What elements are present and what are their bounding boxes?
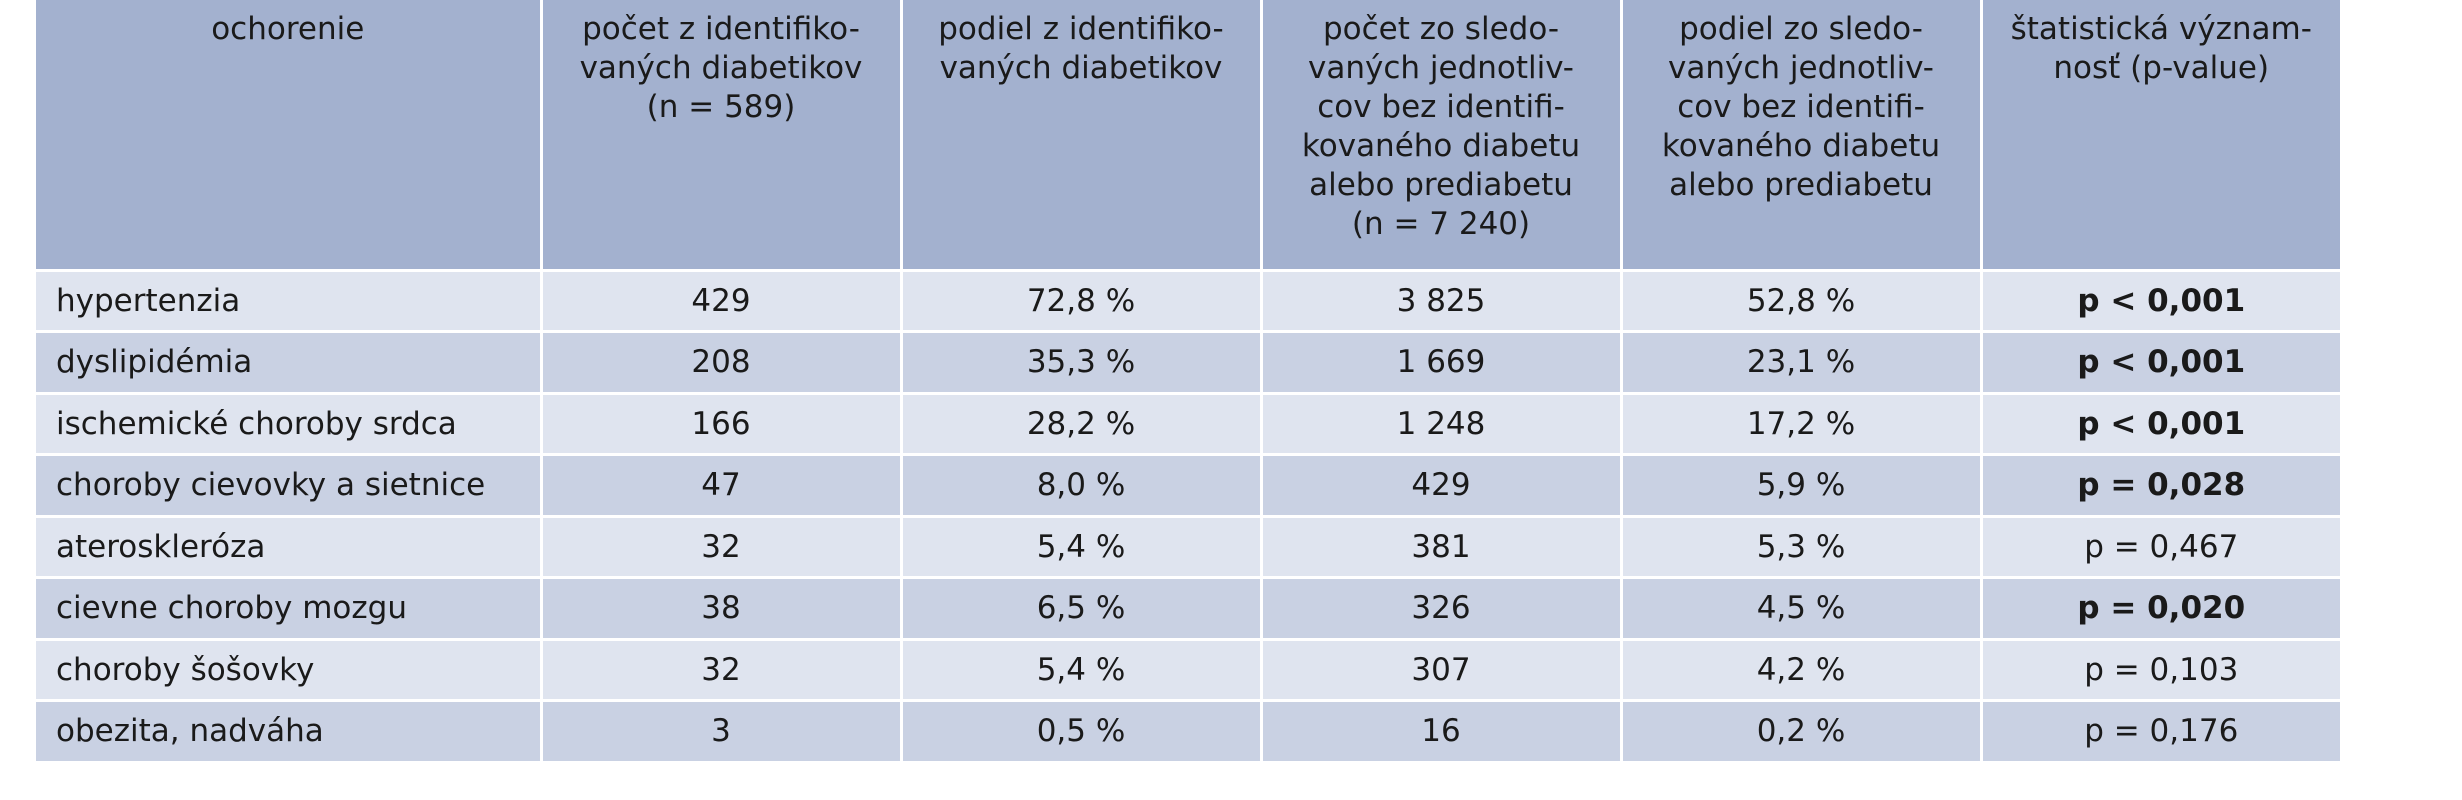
cell-count-diabetics: 166 xyxy=(541,393,903,456)
cell-disease: choroby šošovky xyxy=(36,639,543,702)
cell-disease: obezita, nadváha xyxy=(36,700,543,764)
comorbidity-table: ochorenie počet z identifiko- vaných dia… xyxy=(36,0,2340,764)
header-share-diabetics: podiel z identifiko- vaných diabetikov xyxy=(901,0,1263,272)
cell-count-controls: 307 xyxy=(1261,639,1623,702)
cell-disease: cievne choroby mozgu xyxy=(36,577,543,641)
cell-share-controls: 0,2 % xyxy=(1621,700,1983,764)
cell-disease: ateroskleróza xyxy=(36,516,543,579)
table-row: choroby šošovky 32 5,4 % 307 4,2 % p = 0… xyxy=(36,639,2340,702)
cell-share-controls: 23,1 % xyxy=(1621,331,1983,395)
cell-count-controls: 16 xyxy=(1261,700,1623,764)
cell-count-controls: 1 248 xyxy=(1261,393,1623,456)
cell-share-controls: 52,8 % xyxy=(1621,270,1983,333)
cell-disease: dyslipidémia xyxy=(36,331,543,395)
cell-p-value: p = 0,103 xyxy=(1981,639,2340,702)
cell-share-diabetics: 35,3 % xyxy=(901,331,1263,395)
cell-p-value: p < 0,001 xyxy=(1981,331,2340,395)
cell-share-diabetics: 6,5 % xyxy=(901,577,1263,641)
header-row: ochorenie počet z identifiko- vaných dia… xyxy=(36,0,2340,272)
header-count-controls: počet zo sledo- vaných jednotliv- cov be… xyxy=(1261,0,1623,272)
cell-count-diabetics: 3 xyxy=(541,700,903,764)
header-disease: ochorenie xyxy=(36,0,543,272)
cell-p-value: p = 0,020 xyxy=(1981,577,2340,641)
cell-share-diabetics: 5,4 % xyxy=(901,516,1263,579)
cell-disease: hypertenzia xyxy=(36,270,543,333)
table-body: hypertenzia 429 72,8 % 3 825 52,8 % p < … xyxy=(36,270,2340,764)
cell-p-value: p < 0,001 xyxy=(1981,270,2340,333)
table-row: hypertenzia 429 72,8 % 3 825 52,8 % p < … xyxy=(36,270,2340,333)
header-share-controls: podiel zo sledo- vaných jednotliv- cov b… xyxy=(1621,0,1983,272)
header-count-diabetics: počet z identifiko- vaných diabetikov (n… xyxy=(541,0,903,272)
table-row: ateroskleróza 32 5,4 % 381 5,3 % p = 0,4… xyxy=(36,516,2340,579)
cell-count-controls: 3 825 xyxy=(1261,270,1623,333)
table-row: ischemické choroby srdca 166 28,2 % 1 24… xyxy=(36,393,2340,456)
cell-share-diabetics: 0,5 % xyxy=(901,700,1263,764)
cell-count-controls: 326 xyxy=(1261,577,1623,641)
table-row: cievne choroby mozgu 38 6,5 % 326 4,5 % … xyxy=(36,577,2340,641)
cell-share-diabetics: 5,4 % xyxy=(901,639,1263,702)
cell-count-diabetics: 429 xyxy=(541,270,903,333)
cell-p-value: p = 0,467 xyxy=(1981,516,2340,579)
cell-count-diabetics: 38 xyxy=(541,577,903,641)
cell-share-diabetics: 8,0 % xyxy=(901,454,1263,518)
cell-share-controls: 17,2 % xyxy=(1621,393,1983,456)
cell-share-diabetics: 72,8 % xyxy=(901,270,1263,333)
table-row: obezita, nadváha 3 0,5 % 16 0,2 % p = 0,… xyxy=(36,700,2340,764)
cell-share-controls: 4,5 % xyxy=(1621,577,1983,641)
cell-count-controls: 1 669 xyxy=(1261,331,1623,395)
cell-share-controls: 5,9 % xyxy=(1621,454,1983,518)
cell-share-controls: 5,3 % xyxy=(1621,516,1983,579)
cell-count-diabetics: 208 xyxy=(541,331,903,395)
table-header: ochorenie počet z identifiko- vaných dia… xyxy=(36,0,2340,272)
header-p-value: štatistická význam- nosť (p-value) xyxy=(1981,0,2340,272)
cell-count-diabetics: 32 xyxy=(541,516,903,579)
cell-p-value: p = 0,176 xyxy=(1981,700,2340,764)
comorbidity-table-container: ochorenie počet z identifiko- vaných dia… xyxy=(36,0,2340,764)
cell-count-controls: 381 xyxy=(1261,516,1623,579)
cell-count-controls: 429 xyxy=(1261,454,1623,518)
table-row: choroby cievovky a sietnice 47 8,0 % 429… xyxy=(36,454,2340,518)
cell-count-diabetics: 47 xyxy=(541,454,903,518)
cell-disease: choroby cievovky a sietnice xyxy=(36,454,543,518)
cell-disease: ischemické choroby srdca xyxy=(36,393,543,456)
cell-count-diabetics: 32 xyxy=(541,639,903,702)
cell-p-value: p < 0,001 xyxy=(1981,393,2340,456)
cell-p-value: p = 0,028 xyxy=(1981,454,2340,518)
table-row: dyslipidémia 208 35,3 % 1 669 23,1 % p <… xyxy=(36,331,2340,395)
cell-share-diabetics: 28,2 % xyxy=(901,393,1263,456)
cell-share-controls: 4,2 % xyxy=(1621,639,1983,702)
